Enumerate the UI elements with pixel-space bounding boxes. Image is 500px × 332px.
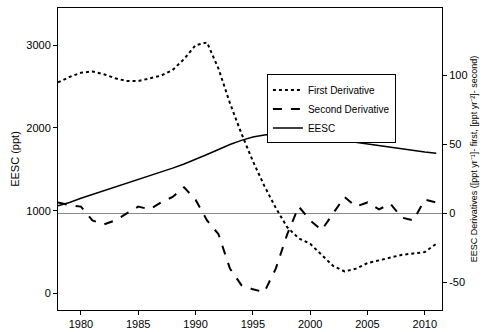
svg-text:-50: -50 (449, 276, 465, 288)
svg-text:2000: 2000 (26, 122, 50, 134)
svg-text:1995: 1995 (241, 318, 265, 330)
svg-text:0: 0 (45, 287, 51, 299)
svg-text:1990: 1990 (183, 318, 207, 330)
svg-text:EESC Derivatives ([ppt yr⁻¹]-: EESC Derivatives ([ppt yr⁻¹]- first, [pp… (469, 56, 479, 263)
svg-text:1985: 1985 (126, 318, 150, 330)
svg-text:50: 50 (449, 138, 461, 150)
svg-text:1000: 1000 (26, 205, 50, 217)
svg-text:2000: 2000 (298, 318, 322, 330)
svg-text:2010: 2010 (413, 318, 437, 330)
svg-text:3000: 3000 (26, 39, 50, 51)
svg-text:First Derivative: First Derivative (308, 85, 375, 96)
svg-text:2005: 2005 (355, 318, 379, 330)
svg-text:1980: 1980 (69, 318, 93, 330)
svg-text:100: 100 (449, 69, 467, 81)
svg-text:EESC: EESC (308, 123, 335, 134)
svg-text:Second Derivative: Second Derivative (308, 104, 390, 115)
svg-text:EESC (ppt): EESC (ppt) (9, 131, 21, 187)
svg-text:0: 0 (449, 207, 455, 219)
